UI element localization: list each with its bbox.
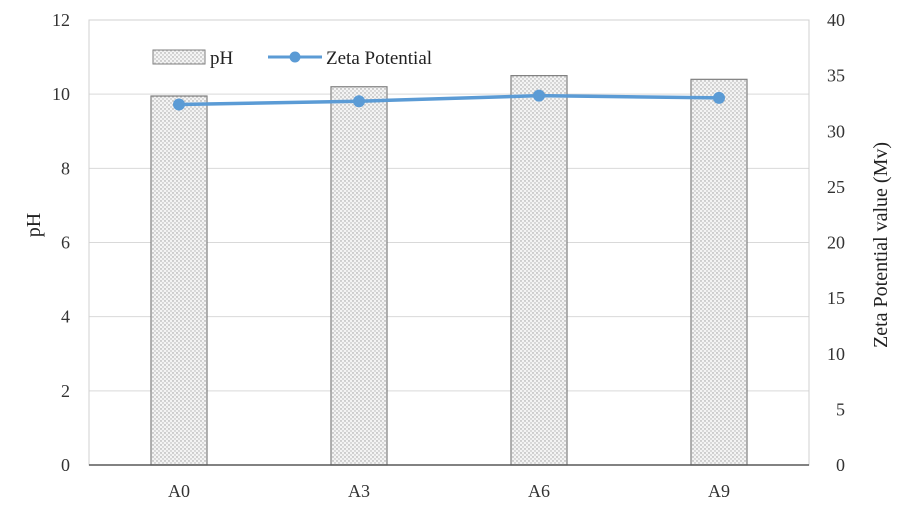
- y-right-tick-label: 40: [827, 10, 845, 30]
- gridlines: [89, 93, 809, 392]
- bar-series: [150, 75, 748, 466]
- y-axis-right-title: Zeta Potential value (Mv): [870, 142, 892, 348]
- x-tick-label: A9: [708, 481, 730, 501]
- zeta-point-a6: [533, 89, 545, 102]
- zeta-potential-line: [178, 93, 720, 107]
- y-tick-label: 10: [52, 84, 70, 104]
- bar-ph-a0: [150, 95, 208, 466]
- bar-ph-a9: [690, 78, 748, 466]
- x-tick-label: A0: [168, 481, 190, 501]
- y-right-tick-label: 10: [827, 344, 845, 364]
- y-tick-label: 0: [61, 455, 70, 475]
- y-right-tick-label: 20: [827, 233, 845, 253]
- y-right-tick-label: 15: [827, 288, 845, 308]
- y-right-tick-label: 5: [836, 399, 845, 419]
- y-right-tick-label: 0: [836, 455, 845, 475]
- left-axis-ticks: 0 2 4 6 8 10 12: [52, 10, 70, 475]
- zeta-point-a3: [353, 95, 365, 108]
- y-right-tick-label: 30: [827, 121, 845, 141]
- zeta-point-a0: [173, 98, 185, 111]
- x-tick-label: A6: [528, 481, 550, 501]
- y-tick-label: 8: [61, 158, 70, 178]
- legend-swatch-zeta-marker: [289, 51, 301, 63]
- legend: pH Zeta Potential: [152, 48, 432, 69]
- legend-label-ph: pH: [210, 48, 234, 69]
- y-tick-label: 2: [61, 381, 70, 401]
- y-tick-label: 12: [52, 10, 70, 30]
- bar-ph-a3: [330, 86, 388, 466]
- legend-label-zeta: Zeta Potential: [326, 48, 432, 69]
- legend-swatch-ph: [152, 49, 206, 65]
- plot-frame: [88, 19, 810, 466]
- y-tick-label: 4: [61, 307, 70, 327]
- right-axis-ticks: 0 5 10 15 20 25 30 35 40: [827, 10, 845, 475]
- x-axis-ticks: A0 A3 A6 A9: [168, 481, 730, 501]
- bar-ph-a6: [510, 75, 568, 466]
- y-right-tick-label: 25: [827, 177, 845, 197]
- x-tick-label: A3: [348, 481, 370, 501]
- y-tick-label: 6: [61, 233, 70, 253]
- line-series: [173, 89, 725, 111]
- y-right-tick-label: 35: [827, 66, 845, 86]
- zeta-point-a9: [713, 91, 725, 104]
- y-axis-title: pH: [23, 213, 45, 237]
